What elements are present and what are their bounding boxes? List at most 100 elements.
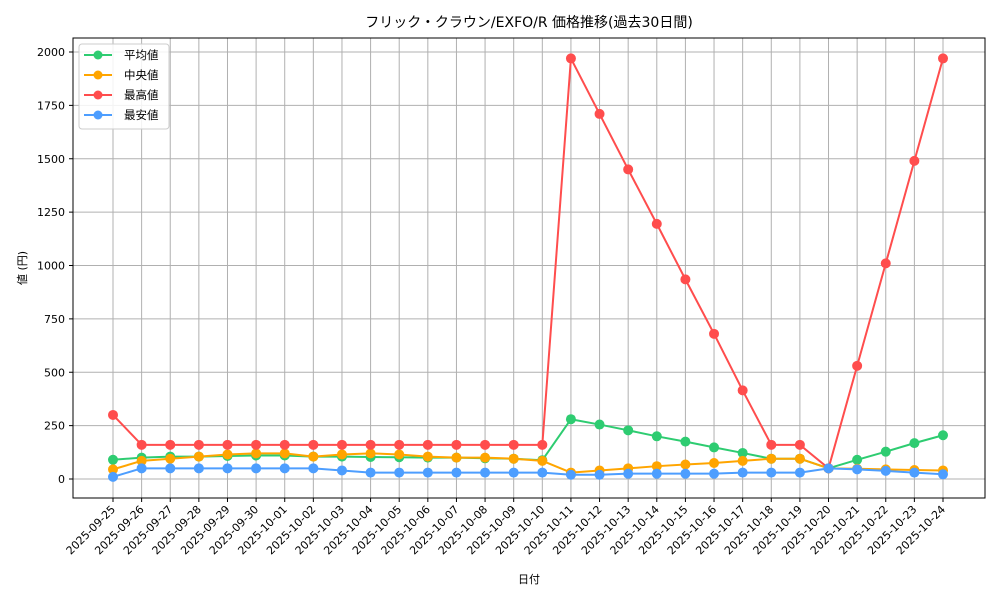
series-line <box>112 57 944 470</box>
data-point <box>193 463 204 474</box>
data-point <box>766 439 777 450</box>
data-point <box>938 469 948 480</box>
data-point <box>737 455 748 466</box>
grid <box>73 38 985 498</box>
data-point <box>938 53 948 64</box>
data-point <box>508 453 519 464</box>
y-tick-label: 1750 <box>37 99 65 112</box>
data-point <box>365 467 376 478</box>
data-point <box>165 439 176 450</box>
data-point <box>594 469 605 480</box>
y-tick-label: 1500 <box>37 153 65 166</box>
svg-text:最高値: 最高値 <box>124 88 159 102</box>
data-point <box>108 464 118 475</box>
data-point <box>336 465 347 476</box>
data-point <box>623 468 634 479</box>
svg-text:最安値: 最安値 <box>124 108 159 122</box>
data-point <box>108 454 118 465</box>
data-point <box>279 439 290 450</box>
data-point <box>651 431 662 442</box>
legend-item-max: 最高値 <box>84 88 159 102</box>
data-point <box>193 451 204 462</box>
data-point <box>336 449 347 460</box>
data-point <box>880 465 891 476</box>
series-min <box>108 463 948 482</box>
data-point <box>938 430 948 441</box>
data-point <box>794 467 805 478</box>
data-point <box>165 453 176 464</box>
data-point <box>480 439 491 450</box>
y-axis: 0 250 500 750 1000 1250 1500 1750 2000 <box>37 46 73 486</box>
legend-item-min: 最安値 <box>84 108 159 122</box>
data-point <box>394 449 405 460</box>
data-point <box>880 446 891 457</box>
data-point <box>594 419 605 430</box>
data-point <box>709 457 720 468</box>
y-axis-label: 値 (円) <box>16 251 29 285</box>
data-point <box>565 53 576 64</box>
data-point <box>222 449 233 460</box>
legend-box <box>78 43 170 130</box>
data-point <box>565 414 576 425</box>
data-point <box>594 108 605 119</box>
data-point <box>909 438 920 449</box>
plot-frame <box>72 37 986 499</box>
data-point <box>193 439 204 450</box>
legend-item-mean: 平均値 <box>84 48 159 62</box>
data-point <box>508 467 519 478</box>
data-point <box>422 451 433 462</box>
data-point <box>651 218 662 229</box>
x-axis: 2025-09-252025-09-262025-09-272025-09-28… <box>64 498 948 557</box>
data-point <box>365 448 376 459</box>
data-point <box>394 439 405 450</box>
data-point <box>623 425 634 436</box>
data-point <box>909 155 920 166</box>
data-point <box>680 274 691 285</box>
data-point <box>422 439 433 450</box>
series-lines <box>108 53 948 482</box>
data-point <box>680 468 691 479</box>
legend-item-median: 中央値 <box>84 68 159 82</box>
data-point <box>136 463 147 474</box>
data-point <box>537 455 548 466</box>
data-point <box>852 360 863 371</box>
data-point <box>880 258 891 269</box>
svg-text:平均値: 平均値 <box>124 48 159 62</box>
data-point <box>251 448 262 459</box>
data-point <box>422 467 433 478</box>
data-point <box>451 452 462 463</box>
y-tick-label: 2000 <box>37 46 65 59</box>
data-point <box>537 439 548 450</box>
y-tick-label: 1250 <box>37 206 65 219</box>
data-point <box>651 461 662 472</box>
data-point <box>909 467 920 478</box>
y-tick-label: 250 <box>44 420 65 433</box>
data-point <box>279 463 290 474</box>
data-point <box>365 439 376 450</box>
legend-marker-icon <box>93 110 103 120</box>
data-point <box>222 463 233 474</box>
data-point <box>709 468 720 479</box>
data-point <box>251 463 262 474</box>
data-point <box>766 453 777 464</box>
data-point <box>451 439 462 450</box>
data-point <box>794 439 805 450</box>
y-tick-label: 750 <box>44 313 65 326</box>
data-point <box>480 452 491 463</box>
data-point <box>823 463 834 474</box>
data-point <box>451 467 462 478</box>
data-point <box>565 469 576 480</box>
data-point <box>308 439 319 450</box>
data-point <box>394 467 405 478</box>
data-point <box>852 464 863 475</box>
svg-text:中央値: 中央値 <box>124 68 159 82</box>
y-tick-label: 1000 <box>37 260 65 273</box>
data-point <box>709 442 720 453</box>
data-point <box>279 448 290 459</box>
y-tick-label: 500 <box>44 366 65 379</box>
data-point <box>537 467 548 478</box>
series-max <box>108 53 948 474</box>
data-point <box>737 385 748 396</box>
data-point <box>766 467 777 478</box>
data-point <box>308 451 319 462</box>
